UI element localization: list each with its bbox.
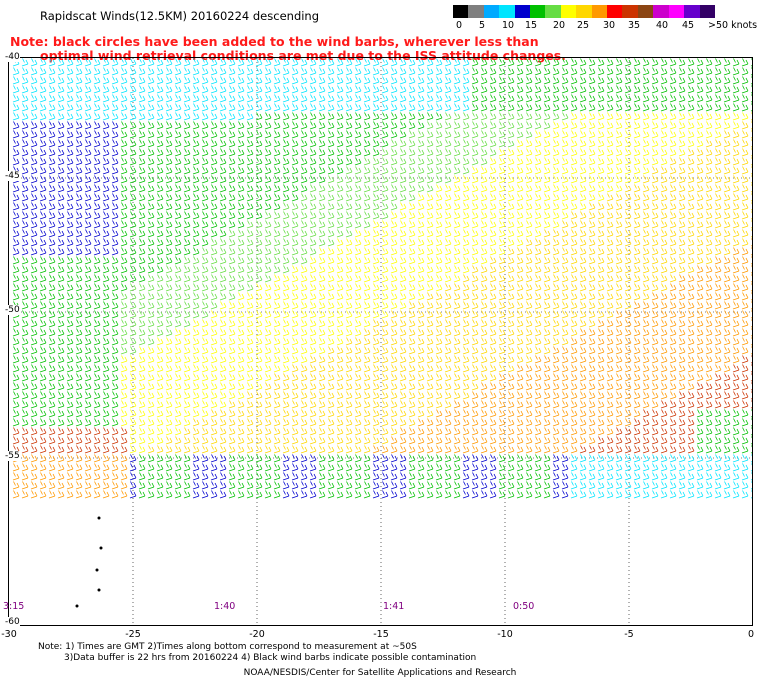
legend-label: 30 <box>603 20 616 31</box>
legend-label: 35 <box>628 20 641 31</box>
wind-barb-group <box>147 112 752 454</box>
contaminated-barb-marker <box>95 568 99 572</box>
wind-barb-group <box>120 112 749 454</box>
wind-barb-group <box>120 112 569 355</box>
wind-barb-group <box>12 58 752 499</box>
wind-barb-group <box>12 121 569 499</box>
legend-swatch <box>668 5 685 18</box>
lon-tick-label: -10 <box>497 629 513 640</box>
legend-label: 20 <box>553 20 566 31</box>
pass-time-label: 0:50 <box>513 601 535 612</box>
legend-label: 15 <box>525 20 538 31</box>
legend-swatch <box>637 5 654 18</box>
legend-label: 0 <box>456 20 463 31</box>
wind-barb-group <box>12 58 752 499</box>
lon-tick-label: -5 <box>624 629 634 640</box>
bottom-notes: Note: 1) Times are GMT 2)Times along bot… <box>38 642 476 664</box>
legend-label: 40 <box>656 20 669 31</box>
wind-barb-field <box>9 58 752 625</box>
lon-tick-label: -20 <box>249 629 265 640</box>
attitude-warning-note: Note: black circles have been added to t… <box>10 35 570 63</box>
credit-line: NOAA/NESDIS/Center for Satellite Applica… <box>243 668 517 678</box>
lat-tick-label: -60 <box>5 617 20 627</box>
warning-line-2: optimal wind retrieval conditions are me… <box>40 48 566 63</box>
note-line-1: Note: 1) Times are GMT 2)Times along bot… <box>38 642 417 652</box>
map-title: Rapidscat Winds(12.5KM) 20160224 descend… <box>40 9 320 23</box>
contaminated-barb-marker <box>75 604 79 608</box>
contaminated-barb-marker <box>97 516 101 520</box>
legend-swatch <box>514 5 531 18</box>
legend-swatch <box>684 5 700 18</box>
legend-labels: 0 5 10 15 20 25 30 35 40 45 >50 knots <box>453 18 757 32</box>
wind-barb-group <box>12 238 752 499</box>
legend-label: 25 <box>577 20 590 31</box>
wind-barb-map <box>8 57 753 626</box>
lat-tick-label: -55 <box>5 451 20 461</box>
lon-tick-label: 0 <box>747 629 755 640</box>
lon-tick-label: -30 <box>1 629 17 640</box>
legend-swatch <box>607 5 623 18</box>
legend-swatch <box>622 5 638 18</box>
legend-label: 45 <box>682 20 695 31</box>
legend-label: >50 knots <box>708 20 758 31</box>
pass-time-label: 3:15 <box>3 601 25 612</box>
legend-label: 5 <box>479 20 486 31</box>
contaminated-barb-marker <box>97 588 101 592</box>
legend-swatch <box>576 5 592 18</box>
lon-tick-label: -15 <box>373 629 389 640</box>
legend-swatch <box>653 5 669 18</box>
legend-swatch <box>591 5 608 18</box>
legend-swatch <box>545 5 561 18</box>
lon-tick-label: -25 <box>125 629 141 640</box>
pass-time-label: 1:41 <box>383 601 405 612</box>
warning-line-1: Note: black circles have been added to t… <box>10 34 539 49</box>
legend-color-bar <box>453 5 715 18</box>
legend-swatch <box>560 5 577 18</box>
legend-label: 10 <box>502 20 515 31</box>
lat-tick-label: -45 <box>5 171 20 181</box>
lat-tick-label: -40 <box>5 52 20 62</box>
legend-swatch <box>468 5 484 18</box>
contaminated-barb-marker <box>99 546 103 550</box>
lat-tick-label: -50 <box>5 305 20 315</box>
legend-swatch <box>453 5 469 18</box>
pass-time-label: 1:40 <box>214 601 236 612</box>
note-line-2: 3)Data buffer is 22 hrs from 20160224 4)… <box>64 653 477 663</box>
legend-swatch <box>499 5 515 18</box>
wind-speed-legend: 0 5 10 15 20 25 30 35 40 45 >50 knots <box>453 5 757 32</box>
legend-swatch <box>530 5 546 18</box>
wind-barbs <box>12 58 752 499</box>
legend-swatch <box>483 5 500 18</box>
wind-barb-group <box>12 355 752 454</box>
legend-swatch <box>699 5 715 18</box>
